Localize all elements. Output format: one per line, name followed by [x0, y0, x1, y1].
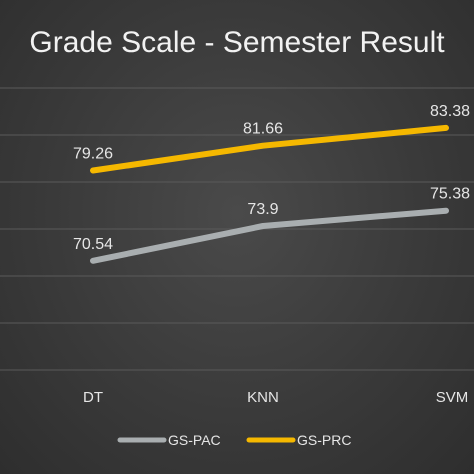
x-axis-tick-labels: DT KNN SVM: [83, 389, 468, 406]
data-label: 83.38: [430, 103, 470, 120]
data-label: 81.66: [243, 121, 283, 138]
data-label: 79.26: [73, 146, 113, 163]
series-line-gs-pac: [90, 207, 449, 264]
chart-title: Grade Scale - Semester Result: [29, 26, 445, 59]
data-label: 70.54: [73, 236, 113, 253]
data-label: 73.9: [247, 201, 278, 218]
x-tick-label: DT: [83, 389, 103, 406]
x-tick-label: KNN: [247, 389, 279, 406]
series-lines: [90, 124, 449, 264]
legend-label: GS-PRC: [297, 432, 351, 448]
data-label: 75.38: [430, 186, 470, 203]
x-tick-label: SVM: [436, 389, 469, 406]
data-labels: 70.54 73.9 75.38 79.26 81.66 83.38: [73, 103, 470, 253]
gridlines: [0, 87, 474, 371]
legend-label: GS-PAC: [168, 432, 221, 448]
legend: GS-PAC GS-PRC: [117, 432, 351, 448]
series-line-gs-prc: [90, 124, 449, 174]
